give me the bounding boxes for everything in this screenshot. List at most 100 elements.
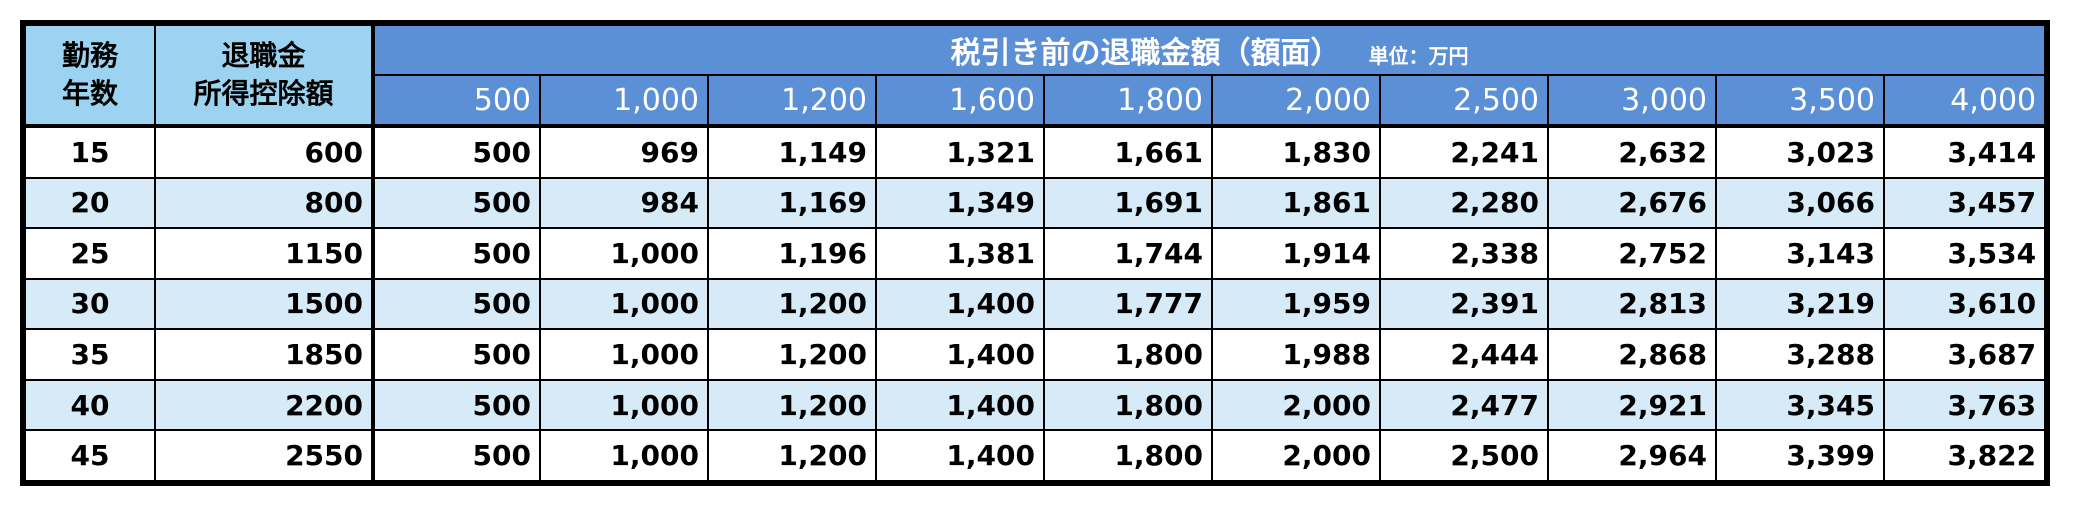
value-cell: 3,414 [1882, 125, 2047, 179]
deduction-cell: 800 [154, 176, 375, 230]
years-cell: 35 [24, 328, 156, 381]
years-cell: 30 [24, 277, 156, 331]
value-cell: 3,219 [1715, 277, 1885, 331]
years-header-line1: 勤務 [61, 39, 118, 72]
table-row: 45 2550 500 1,000 1,200 1,400 1,800 2,000 2,500 2… [24, 429, 2047, 482]
value-cell: 1,800 [1043, 429, 1213, 482]
value-cell: 1,000 [539, 429, 709, 482]
unit-label: 単位：万円 [1368, 44, 1469, 68]
value-cell: 2,964 [1547, 429, 1717, 482]
value-cell: 1,000 [539, 328, 709, 381]
value-cell: 500 [372, 125, 541, 179]
value-cell: 1,400 [875, 429, 1045, 482]
amount-header-cell: 1,800 [1043, 74, 1213, 128]
banner-title: 税引き前の退職金額（額面） [950, 36, 1341, 71]
value-cell: 1,800 [1043, 378, 1213, 432]
value-cell: 1,744 [1043, 227, 1213, 280]
value-cell: 2,813 [1547, 277, 1717, 331]
value-cell: 2,477 [1379, 378, 1549, 432]
table-body: 15 600 500 969 1,149 1,321 1,661 1,830 2,241 2,63… [24, 125, 2047, 482]
value-cell: 1,200 [707, 277, 877, 331]
amount-header-cell: 2,500 [1379, 74, 1549, 128]
value-cell: 3,399 [1715, 429, 1885, 482]
value-cell: 1,400 [875, 378, 1045, 432]
retirement-table-frame: 勤務 年数 退職金 所得控除額 税引き前の退職金額（額面） 単位：万円 500 1,… [20, 20, 2050, 486]
value-cell: 1,914 [1211, 227, 1381, 280]
table-row: 35 1850 500 1,000 1,200 1,400 1,800 1,988 2,444 2… [24, 328, 2047, 381]
years-cell: 40 [24, 378, 156, 432]
value-cell: 1,988 [1211, 328, 1381, 381]
value-cell: 2,676 [1547, 176, 1717, 230]
value-cell: 1,691 [1043, 176, 1213, 230]
value-cell: 500 [372, 429, 541, 482]
value-cell: 500 [372, 378, 541, 432]
value-cell: 1,959 [1211, 277, 1381, 331]
deduction-cell: 600 [154, 125, 375, 179]
value-cell: 1,196 [707, 227, 877, 280]
amount-header-cell: 3,500 [1715, 74, 1885, 128]
pre-tax-amount-banner: 税引き前の退職金額（額面） 単位：万円 [371, 24, 2047, 76]
amount-header-cell: 1,600 [875, 74, 1045, 128]
value-cell: 2,500 [1379, 429, 1549, 482]
value-cell: 2,391 [1379, 277, 1549, 331]
value-cell: 984 [539, 176, 709, 230]
value-cell: 2,868 [1547, 328, 1717, 381]
value-cell: 1,200 [707, 429, 877, 482]
value-cell: 3,288 [1715, 328, 1885, 381]
years-cell: 15 [24, 125, 156, 179]
deduction-cell: 1850 [154, 328, 375, 381]
value-cell: 3,457 [1882, 176, 2047, 230]
amount-header-cell: 1,000 [539, 74, 709, 128]
value-cell: 3,687 [1882, 328, 2047, 381]
value-cell: 3,023 [1715, 125, 1885, 179]
years-header: 勤務 年数 [24, 24, 156, 128]
value-cell: 1,381 [875, 227, 1045, 280]
amount-header-cell: 500 [372, 74, 541, 128]
value-cell: 2,338 [1379, 227, 1549, 280]
amount-header-cell: 3,000 [1547, 74, 1717, 128]
deduction-cell: 1500 [154, 277, 375, 331]
value-cell: 1,861 [1211, 176, 1381, 230]
value-cell: 2,000 [1211, 378, 1381, 432]
years-cell: 25 [24, 227, 156, 280]
value-cell: 2,280 [1379, 176, 1549, 230]
value-cell: 2,752 [1547, 227, 1717, 280]
years-cell: 45 [24, 429, 156, 482]
value-cell: 1,400 [875, 277, 1045, 331]
deduction-header-line1: 退職金 [221, 39, 306, 72]
deduction-header: 退職金 所得控除額 [154, 24, 375, 128]
value-cell: 2,921 [1547, 378, 1717, 432]
value-cell: 3,066 [1715, 176, 1885, 230]
amount-header-cell: 2,000 [1211, 74, 1381, 128]
value-cell: 1,800 [1043, 328, 1213, 381]
value-cell: 969 [539, 125, 709, 179]
value-cell: 1,830 [1211, 125, 1381, 179]
value-cell: 2,000 [1211, 429, 1381, 482]
value-cell: 1,200 [707, 328, 877, 381]
value-cell: 1,169 [707, 176, 877, 230]
value-cell: 500 [372, 176, 541, 230]
amount-header-cell: 4,000 [1882, 74, 2047, 128]
value-cell: 2,444 [1379, 328, 1549, 381]
amount-header-cell: 1,200 [707, 74, 877, 128]
value-cell: 3,143 [1715, 227, 1885, 280]
value-cell: 500 [372, 227, 541, 280]
value-cell: 3,610 [1882, 277, 2047, 331]
value-cell: 1,000 [539, 277, 709, 331]
deduction-cell: 1150 [154, 227, 375, 280]
value-cell: 1,200 [707, 378, 877, 432]
years-cell: 20 [24, 176, 156, 230]
retirement-allowance-table: 勤務 年数 退職金 所得控除額 税引き前の退職金額（額面） 単位：万円 500 1,… [24, 24, 2047, 482]
table-row: 25 1150 500 1,000 1,196 1,381 1,744 1,914 2,338 2… [24, 227, 2047, 280]
value-cell: 2,632 [1547, 125, 1717, 179]
value-cell: 3,534 [1882, 227, 2047, 280]
value-cell: 1,321 [875, 125, 1045, 179]
table-row: 30 1500 500 1,000 1,200 1,400 1,777 1,959 2,391 2… [24, 277, 2047, 331]
table-row: 40 2200 500 1,000 1,200 1,400 1,800 2,000 2,477 2… [24, 378, 2047, 432]
amount-header-row: 500 1,000 1,200 1,600 1,800 2,000 2,500 3,000 3,… [25, 74, 2047, 128]
value-cell: 3,822 [1882, 429, 2047, 482]
value-cell: 1,000 [539, 378, 709, 432]
value-cell: 3,345 [1715, 378, 1885, 432]
value-cell: 1,149 [707, 125, 877, 179]
value-cell: 1,777 [1043, 277, 1213, 331]
